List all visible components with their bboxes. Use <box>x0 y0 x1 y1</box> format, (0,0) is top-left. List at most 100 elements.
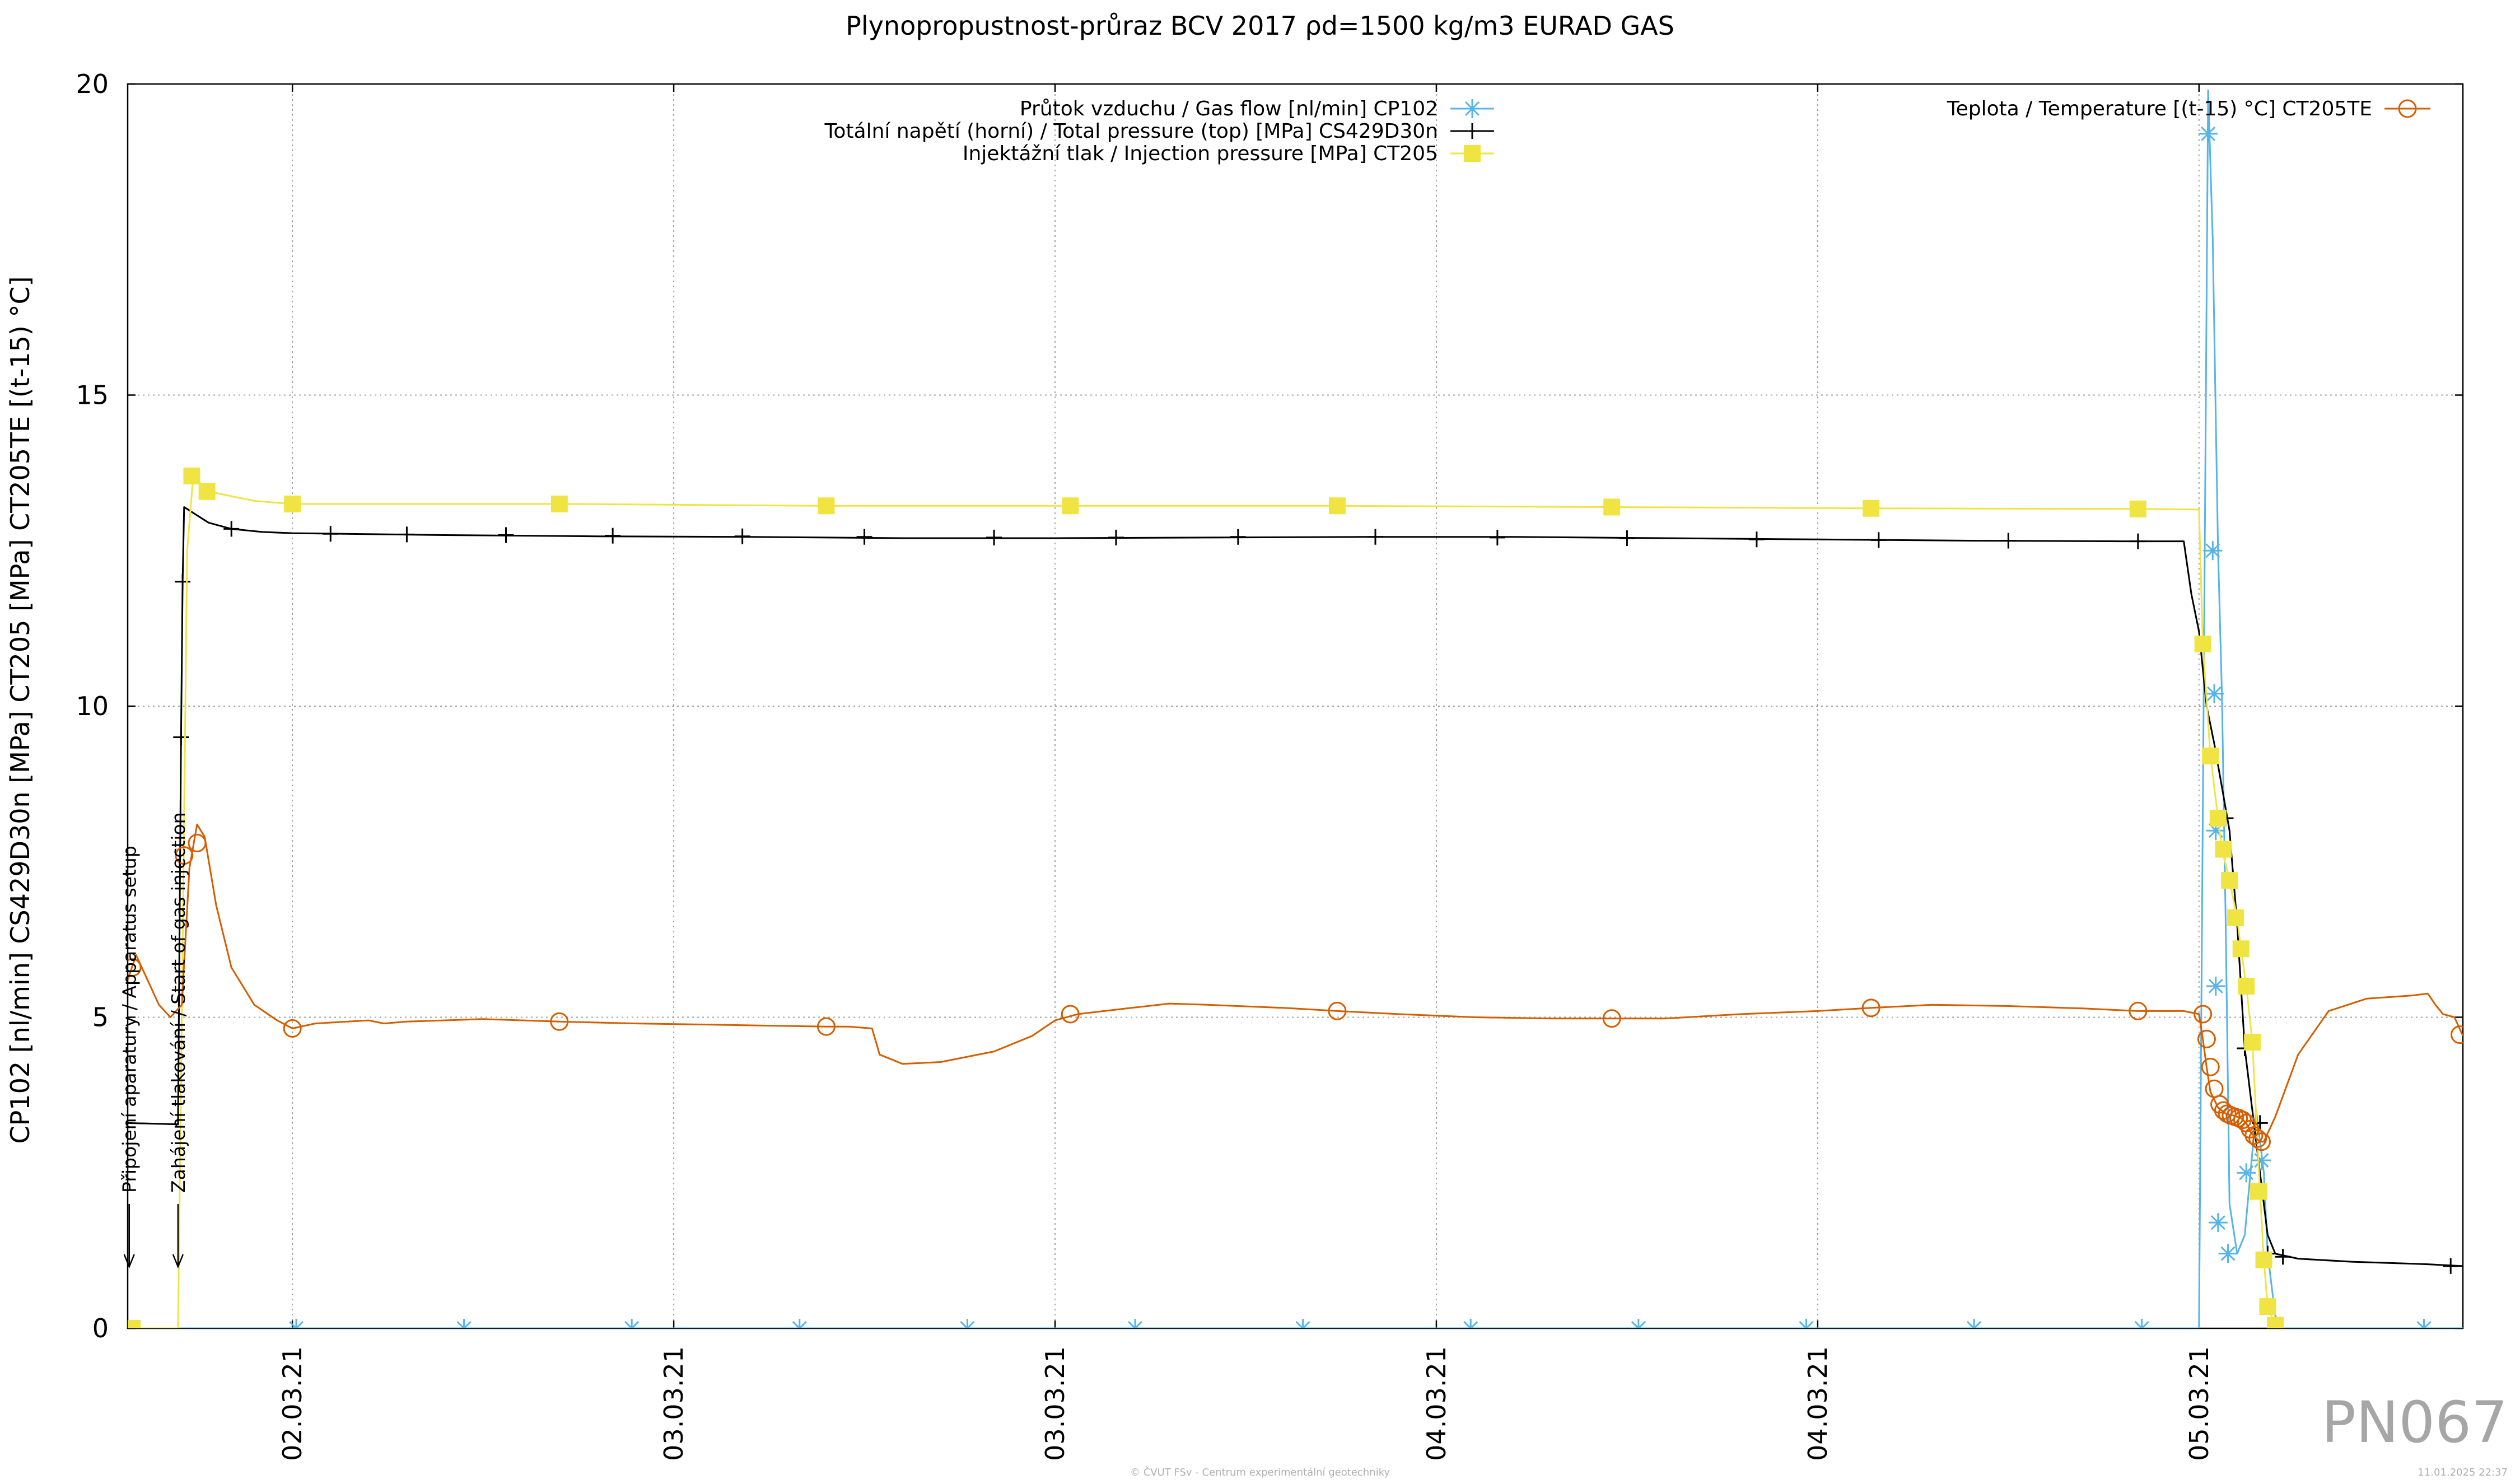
x-tick-label: 02.03.21 <box>277 1346 307 1461</box>
y-tick-label: 20 <box>76 69 109 99</box>
data-point-square <box>2215 841 2232 858</box>
data-point-circle <box>2252 1132 2271 1151</box>
data-point-circle <box>1328 1001 1347 1020</box>
data-point-asterisk <box>2208 1213 2228 1233</box>
data-point-plus <box>986 529 1002 545</box>
x-tick-label: 03.03.21 <box>659 1346 689 1461</box>
data-point-plus <box>2130 533 2146 549</box>
data-point-plus <box>1230 529 1246 545</box>
data-point-circle <box>188 833 207 852</box>
data-point-circle <box>2129 1001 2148 1020</box>
data-point-circle <box>175 846 194 865</box>
data-point-asterisk <box>2203 541 2223 561</box>
data-point-square <box>2202 747 2219 764</box>
data-point-square <box>550 495 568 512</box>
data-point-asterisk <box>2199 124 2218 143</box>
data-point-asterisk <box>2237 1163 2256 1183</box>
data-point-circle <box>128 958 142 977</box>
y-axis-label: CP102 [nl/min] CS429D30n [MPa] CT205 [MP… <box>5 276 35 1144</box>
legend-entry-label: Injektážní tlak / Injection pressure [MP… <box>963 142 1438 165</box>
data-point-asterisk <box>1463 99 1482 118</box>
chart-title: Plynopropustnost-průraz BCV 2017 ρd=1500… <box>846 11 1674 41</box>
y-tick-label: 10 <box>76 691 109 721</box>
data-point-plus <box>2443 1258 2459 1274</box>
data-point-square <box>128 1320 141 1328</box>
data-point-plus <box>323 526 339 542</box>
data-point-square <box>2244 1033 2261 1051</box>
watermark: PN067 <box>2322 1389 2508 1456</box>
data-point-circle <box>2218 1104 2237 1123</box>
legend-entry-label: Průtok vzduchu / Gas flow [nl/min] CP102 <box>1020 97 1438 120</box>
data-point-circle <box>1061 1005 1080 1024</box>
data-point-square <box>183 467 200 484</box>
legend-entry-label-temperature: Teplota / Temperature [(t-15) °C] CT205T… <box>1947 97 2372 120</box>
series-3 <box>128 467 2284 1328</box>
x-tick-label: 04.03.21 <box>1803 1346 1833 1461</box>
data-point-circle <box>2197 1029 2216 1048</box>
data-point-circle <box>1861 998 1880 1018</box>
data-point-plus <box>1748 531 1765 548</box>
y-tick-label: 15 <box>76 380 109 410</box>
data-point-square <box>198 483 216 500</box>
data-point-square <box>2238 977 2255 995</box>
data-point-plus <box>173 729 189 745</box>
annotations: Připojení aparatury / Apparatus setup Zah… <box>119 812 189 1269</box>
series-4 <box>128 823 2463 1151</box>
data-point-square <box>2227 909 2244 926</box>
data-point-circle <box>283 1019 302 1038</box>
footer-credit: © ČVUT FSv - Centrum experimentální geot… <box>1130 1466 1390 1478</box>
data-point-asterisk <box>2205 684 2224 703</box>
data-point-square <box>2266 1317 2284 1328</box>
data-point-plus <box>1367 529 1383 545</box>
data-point-plus <box>1489 529 1505 545</box>
data-point-square <box>2129 500 2146 517</box>
grid <box>128 84 2463 1328</box>
data-point-circle <box>2194 1005 2213 1024</box>
data-point-square <box>1464 145 1481 162</box>
annotation-arrowhead <box>172 1254 184 1269</box>
y-tick-label: 0 <box>92 1313 109 1343</box>
series-line <box>128 823 2463 1143</box>
data-point-square <box>1863 500 1880 517</box>
legend: Průtok vzduchu / Gas flow [nl/min] CP102… <box>824 97 2430 165</box>
data-point-plus <box>2000 533 2017 549</box>
data-point-circle <box>2398 99 2417 118</box>
data-point-square <box>2221 872 2238 889</box>
annotation-label: Zahájení tlakování / Start of gas inject… <box>167 812 189 1193</box>
data-point-square <box>2232 940 2250 958</box>
data-point-asterisk <box>2218 1244 2238 1263</box>
data-point-asterisk <box>2206 976 2225 996</box>
footer-timestamp: 11.01.2025 22:37 <box>2418 1467 2508 1478</box>
data-point-square <box>1603 498 1621 516</box>
data-point-square <box>2194 635 2211 652</box>
data-point-plus <box>223 521 240 537</box>
data-point-circle <box>816 1017 836 1036</box>
data-point-plus <box>856 529 872 545</box>
x-tick-label: 05.03.21 <box>2184 1346 2214 1461</box>
data-point-square <box>284 495 301 512</box>
data-point-square <box>1328 497 1346 515</box>
annotation-arrowhead <box>123 1254 135 1269</box>
data-point-plus <box>1870 532 1887 548</box>
data-point-plus <box>1619 530 1635 547</box>
data-point-circle <box>2451 1025 2463 1044</box>
annotation-label: Připojení aparatury / Apparatus setup <box>119 846 141 1193</box>
data-point-square <box>818 497 835 515</box>
data-point-square <box>1062 497 1079 515</box>
data-point-asterisk <box>2206 821 2225 841</box>
data-point-square <box>2209 809 2227 827</box>
data-point-asterisk <box>2252 1151 2271 1170</box>
data-point-circle <box>2201 1057 2220 1076</box>
data-point-plus <box>399 526 415 543</box>
data-point-plus <box>498 527 514 543</box>
data-point-plus <box>2275 1249 2291 1265</box>
data-point-circle <box>2248 1129 2267 1148</box>
data-point-circle <box>1602 1009 1621 1028</box>
data-point-plus <box>1464 123 1480 139</box>
data-point-square <box>2250 1183 2267 1200</box>
x-tick-label: 03.03.21 <box>1040 1346 1070 1461</box>
legend-entry-label: Totální napětí (horní) / Total pressure … <box>824 120 1439 143</box>
x-tick-label: 04.03.21 <box>1421 1346 1452 1461</box>
data-point-circle <box>550 1012 569 1031</box>
